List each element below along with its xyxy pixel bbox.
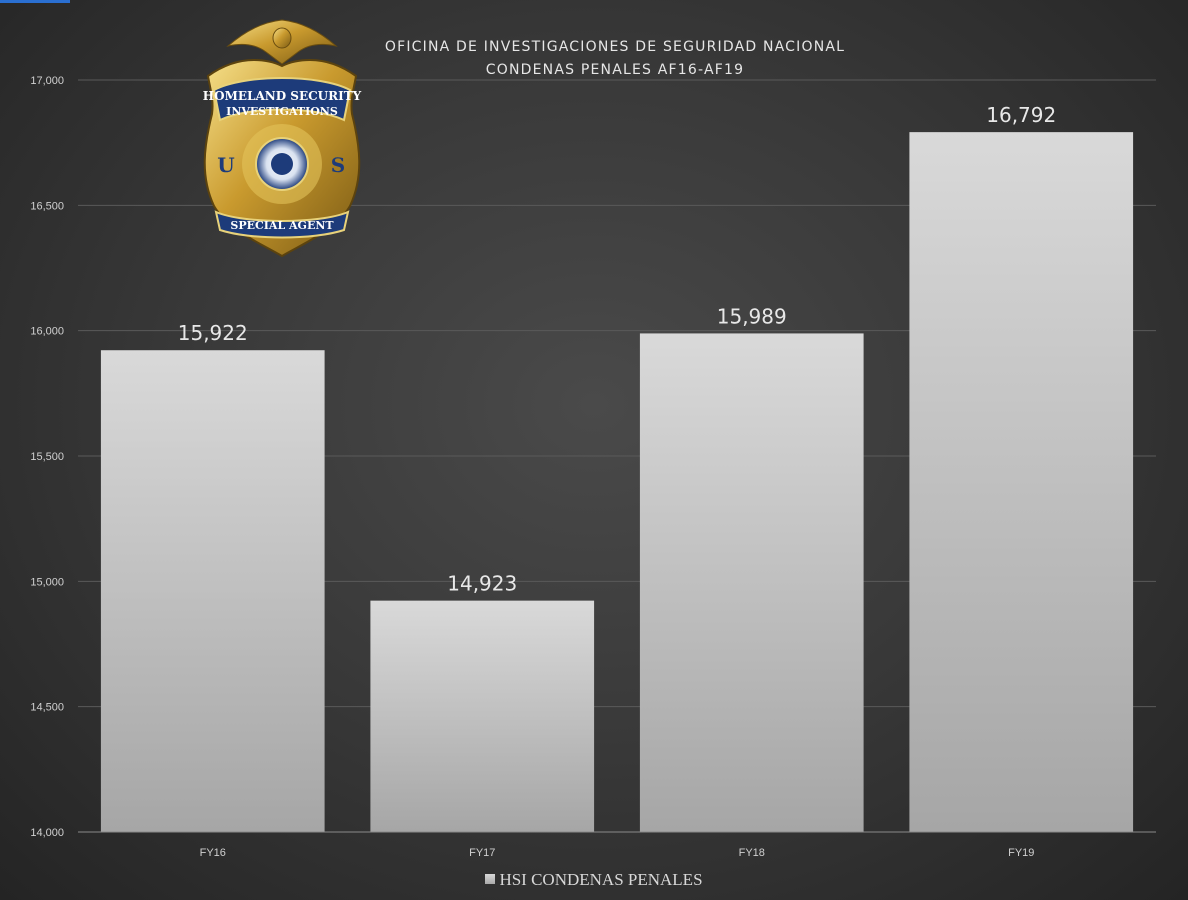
bar-fy17 [370,600,595,832]
data-labels: 15,922 14,923 15,989 16,792 [178,103,1056,595]
hsi-special-agent-badge-icon: HOMELAND SECURITY INVESTIGATIONS U S SPE… [203,19,362,258]
y-axis-ticks: 14,000 14,500 15,000 15,500 16,000 16,500 17,0… [30,75,64,839]
data-label: 15,922 [178,321,248,345]
badge-letter-right: S [331,153,345,177]
bar-fy16 [100,350,325,832]
badge-bottom-text: SPECIAL AGENT [230,219,334,232]
chart-title: OFICINA DE INVESTIGACIONES DE SEGURIDAD … [384,39,846,55]
y-tick-label: 15,500 [30,451,64,463]
x-tick-label: FY19 [1008,847,1034,859]
y-tick-label: 16,500 [30,200,64,212]
badge-top-text: HOMELAND SECURITY [203,89,362,103]
top-accent-bar [0,0,70,3]
y-tick-label: 17,000 [30,75,64,87]
badge-middle-text: INVESTIGATIONS [226,105,338,118]
data-label: 14,923 [447,572,517,596]
badge-letter-left: U [217,153,234,177]
y-tick-label: 14,500 [30,702,64,714]
chart-subtitle: CONDENAS PENALES AF16-AF19 [485,62,745,78]
bar-fy19 [909,132,1134,832]
bar-fy18 [639,333,864,832]
y-tick-label: 16,000 [30,326,64,338]
data-label: 16,792 [986,103,1056,127]
x-tick-label: FY17 [469,847,495,859]
x-tick-label: FY16 [200,847,226,859]
legend-swatch [485,874,496,884]
legend: HSI CONDENAS PENALES [0,870,1188,890]
y-tick-label: 14,000 [30,827,64,839]
bars [100,132,1134,832]
x-axis-ticks: FY16 FY17 FY18 FY19 [200,847,1035,859]
data-label: 15,989 [717,304,787,328]
legend-label: HSI CONDENAS PENALES [499,870,703,889]
y-tick-label: 15,000 [30,576,64,588]
x-tick-label: FY18 [739,847,765,859]
